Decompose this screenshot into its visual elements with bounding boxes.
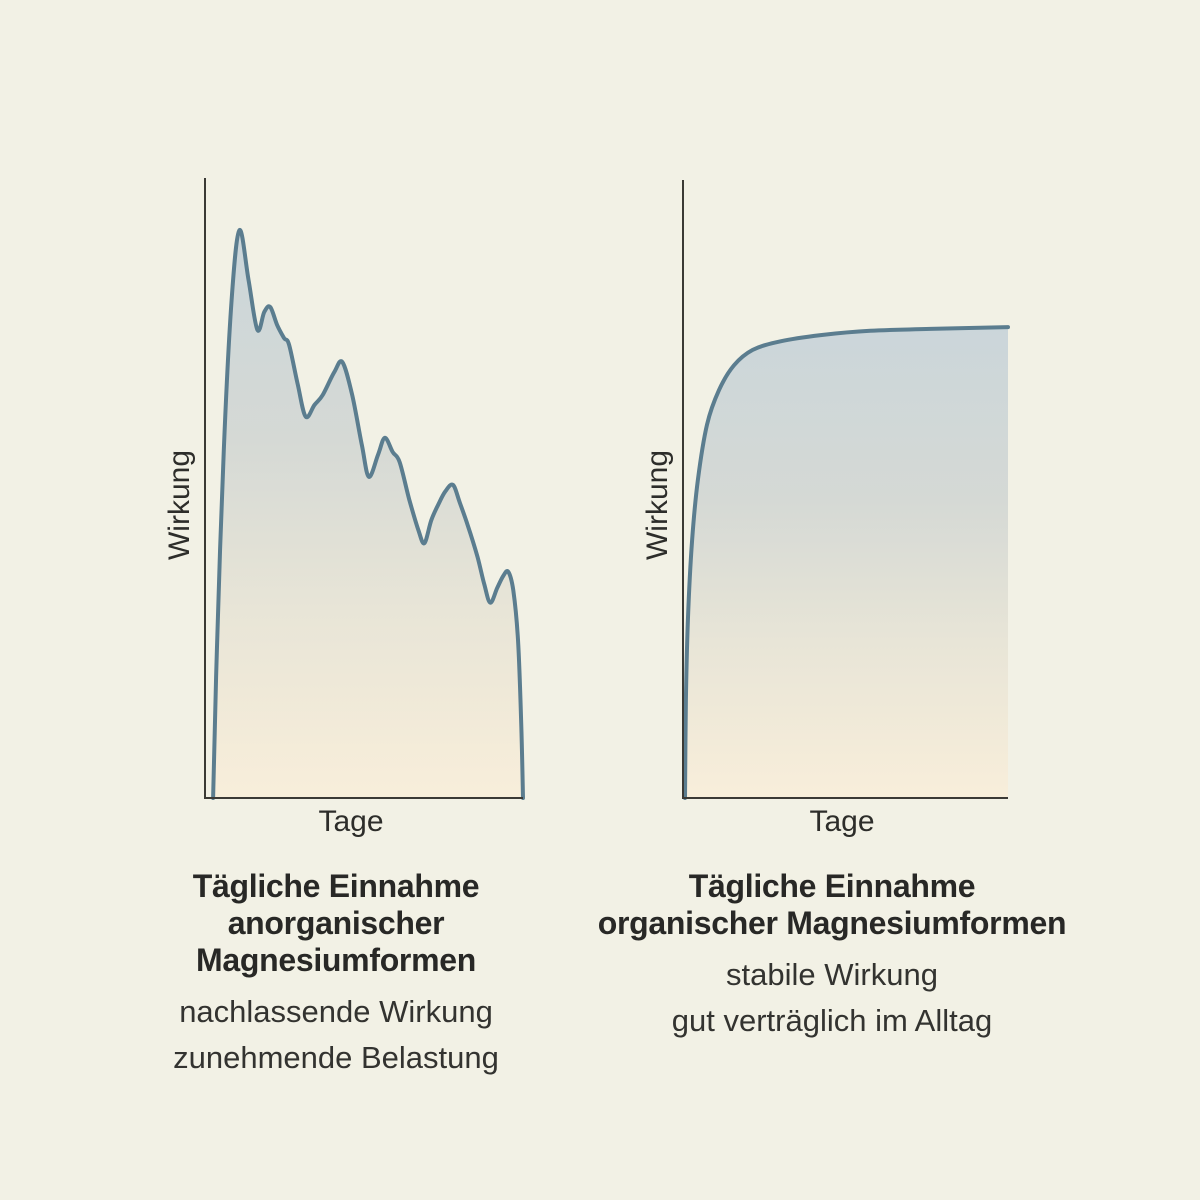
chart-subtitle: nachlassende Wirkung zunehmende Belastun… [96, 989, 576, 1081]
chart-title-line-1: Tägliche Einnahme [688, 868, 976, 904]
chart-organic-magnesium: Wirkung Tage [641, 180, 1010, 838]
curve-line [683, 325, 1010, 800]
area-fill [213, 229, 523, 798]
y-axis-label: Wirkung [163, 450, 196, 560]
chart-title-line-1: Tägliche Einnahme [192, 868, 480, 904]
chart-title: Tägliche Einnahme organischer Magnesiumf… [592, 868, 1072, 942]
chart-title-line-2: organischer Magnesiumformen [597, 905, 1067, 941]
caption-organic: Tägliche Einnahme organischer Magnesiumf… [592, 868, 1072, 1044]
x-axis-label: Tage [809, 805, 874, 838]
curve-line [211, 228, 525, 800]
caption-inorganic: Tägliche Einnahme anorganischer Magnesiu… [96, 868, 576, 1081]
chart-title-line-2: anorganischer Magnesiumformen [196, 905, 476, 978]
chart-caption-line-1: nachlassende Wirkung [179, 994, 493, 1029]
chart-title: Tägliche Einnahme anorganischer Magnesiu… [96, 868, 576, 979]
chart-inorganic-magnesium: Wirkung Tage [163, 178, 525, 838]
chart-caption-line-1: stabile Wirkung [726, 957, 938, 992]
y-axis-label: Wirkung [641, 450, 674, 560]
chart-caption-line-2: zunehmende Belastung [173, 1040, 499, 1075]
area-fill [685, 327, 1008, 798]
chart-subtitle: stabile Wirkung gut verträglich im Allta… [592, 952, 1072, 1044]
x-axis-label: Tage [318, 805, 383, 838]
chart-caption-line-2: gut verträglich im Alltag [671, 1003, 993, 1038]
